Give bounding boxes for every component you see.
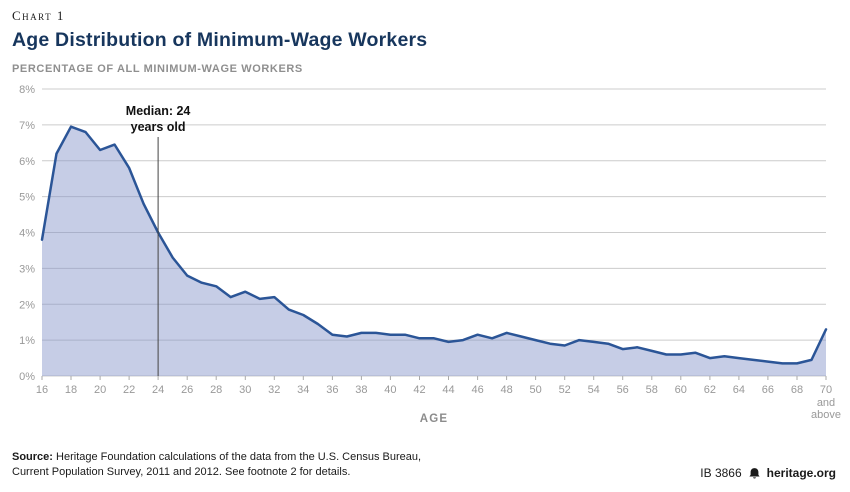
svg-text:Median: 24: Median: 24 — [126, 104, 191, 118]
website-link[interactable]: heritage.org — [766, 466, 836, 480]
svg-text:AGE: AGE — [420, 413, 449, 425]
source-label: Source: — [12, 451, 53, 463]
svg-text:1%: 1% — [19, 335, 35, 347]
svg-text:18: 18 — [65, 384, 77, 396]
svg-text:28: 28 — [210, 384, 222, 396]
svg-text:34: 34 — [297, 384, 309, 396]
svg-text:30: 30 — [239, 384, 251, 396]
svg-text:2%: 2% — [19, 299, 35, 311]
chart-canvas: 0% 1% 2% 3% 4% 5% 6% 7% 8% Median: 24 years old 16 1… — [19, 84, 841, 425]
svg-text:32: 32 — [268, 384, 280, 396]
source-text-1: Heritage Foundation calculations of the … — [52, 451, 422, 463]
svg-text:62: 62 — [704, 384, 716, 396]
svg-text:68: 68 — [791, 384, 803, 396]
svg-text:3%: 3% — [19, 263, 35, 275]
svg-text:36: 36 — [326, 384, 338, 396]
age-distribution-chart: 0% 1% 2% 3% 4% 5% 6% 7% 8% Median: 24 years old 16 1… — [0, 79, 850, 429]
svg-text:0%: 0% — [19, 371, 35, 383]
chart-subtitle: PERCENTAGE OF ALL MINIMUM-WAGE WORKERS — [12, 63, 303, 75]
svg-text:50: 50 — [529, 384, 541, 396]
svg-text:38: 38 — [355, 384, 367, 396]
svg-text:6%: 6% — [19, 156, 35, 168]
footer-branding: IB 3866 heritage.org — [700, 466, 836, 480]
svg-text:22: 22 — [123, 384, 135, 396]
source-line-2: Current Population Survey, 2011 and 2012… — [12, 466, 351, 478]
svg-text:44: 44 — [442, 384, 454, 396]
svg-text:years old: years old — [131, 120, 186, 134]
source-line-1: Source: Heritage Foundation calculations… — [12, 450, 421, 465]
svg-text:5%: 5% — [19, 192, 35, 204]
svg-text:52: 52 — [559, 384, 571, 396]
svg-text:66: 66 — [762, 384, 774, 396]
liberty-bell-icon — [748, 467, 761, 480]
svg-text:46: 46 — [471, 384, 483, 396]
svg-text:54: 54 — [588, 384, 600, 396]
svg-text:and: and — [817, 397, 835, 409]
svg-text:24: 24 — [152, 384, 164, 396]
svg-text:60: 60 — [675, 384, 687, 396]
svg-text:7%: 7% — [19, 120, 35, 132]
svg-text:8%: 8% — [19, 84, 35, 96]
svg-text:58: 58 — [646, 384, 658, 396]
svg-text:4%: 4% — [19, 228, 35, 240]
svg-text:above: above — [811, 409, 841, 421]
report-id: IB 3866 — [700, 466, 742, 480]
svg-text:56: 56 — [617, 384, 629, 396]
svg-text:26: 26 — [181, 384, 193, 396]
svg-text:16: 16 — [36, 384, 48, 396]
svg-text:64: 64 — [733, 384, 745, 396]
chart-kicker: Chart 1 — [12, 8, 65, 23]
page-title: Age Distribution of Minimum-Wage Workers — [12, 29, 428, 51]
svg-text:48: 48 — [500, 384, 512, 396]
header: Chart 1 Age Distribution of Minimum-Wage… — [12, 8, 838, 75]
footer: Source: Heritage Foundation calculations… — [12, 450, 836, 480]
svg-text:40: 40 — [384, 384, 396, 396]
svg-text:70: 70 — [820, 384, 832, 396]
svg-text:20: 20 — [94, 384, 106, 396]
source-note: Source: Heritage Foundation calculations… — [12, 450, 421, 480]
svg-text:42: 42 — [413, 384, 425, 396]
